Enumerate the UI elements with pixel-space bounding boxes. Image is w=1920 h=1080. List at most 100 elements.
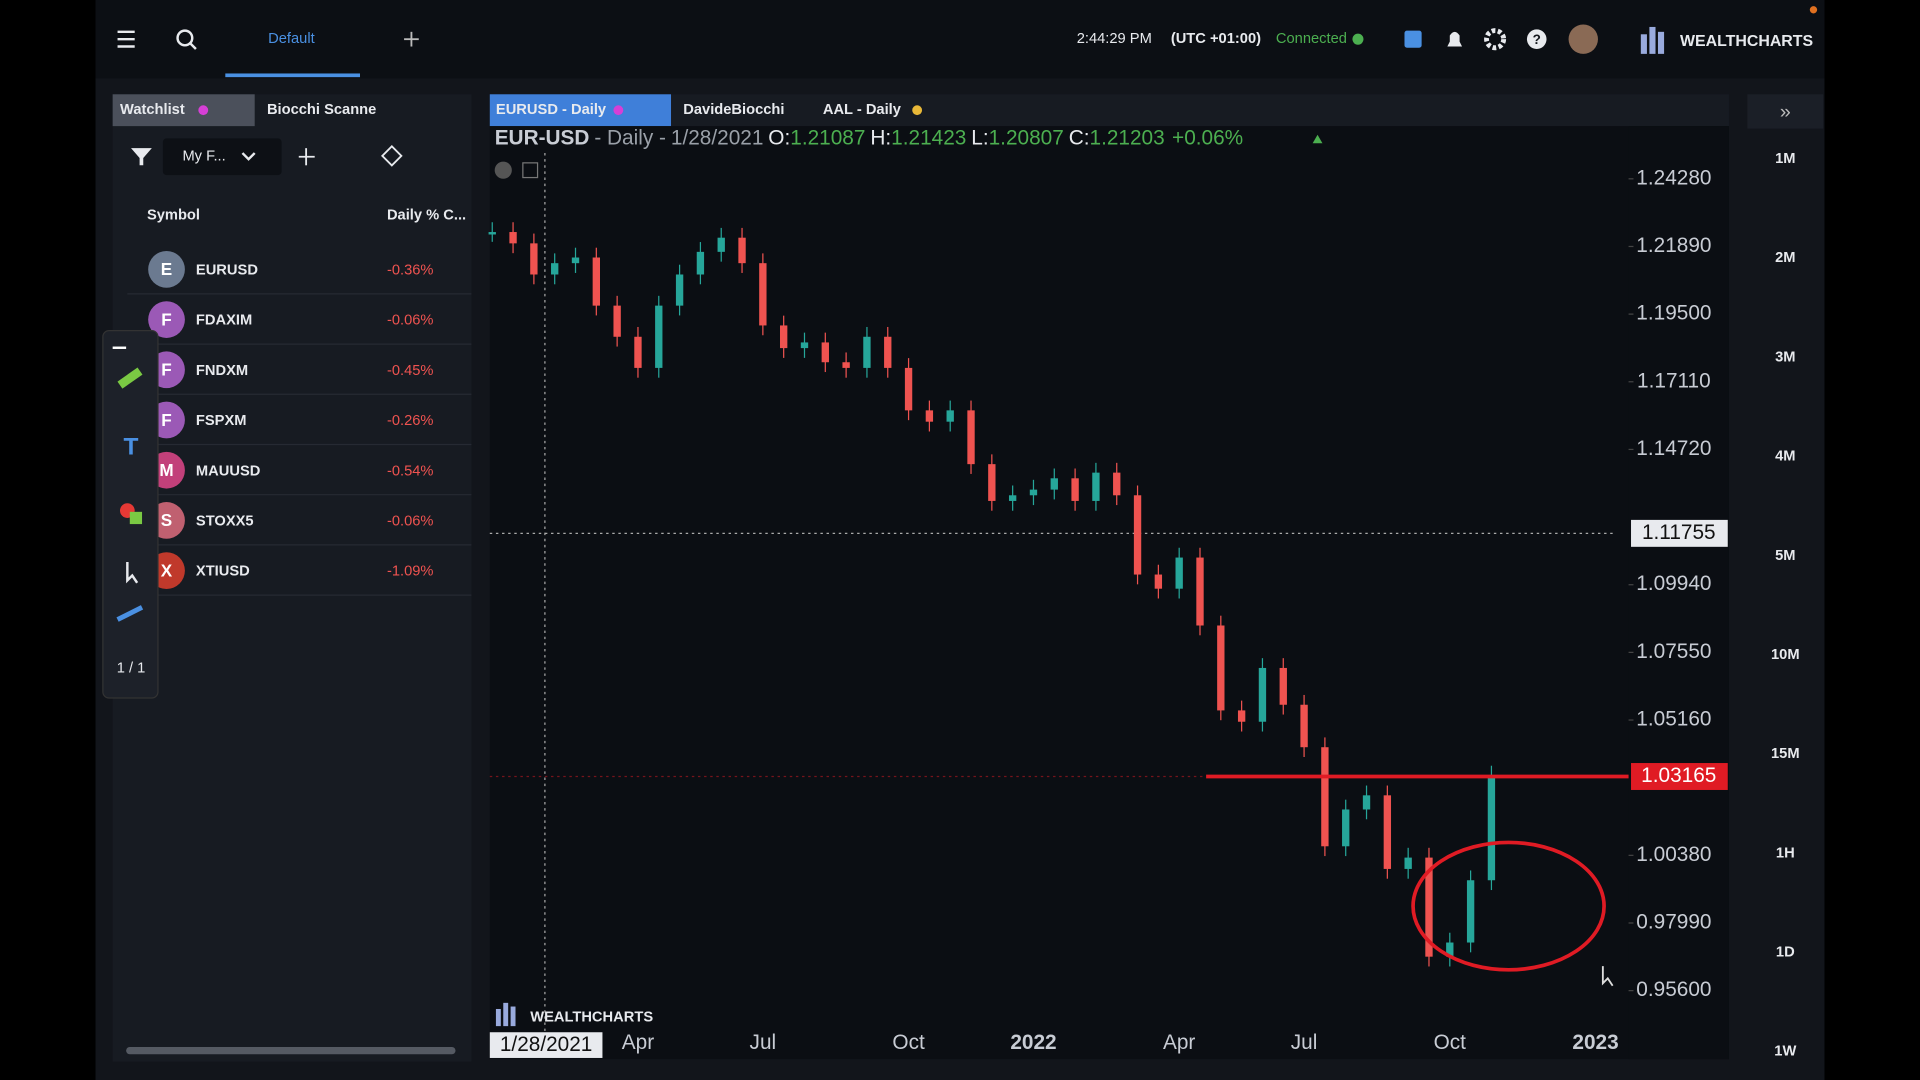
layout-tab[interactable]: Default [268, 31, 315, 47]
timeframe-button[interactable]: 15M [1771, 746, 1800, 762]
collapse-panel[interactable] [1747, 94, 1824, 129]
y-tick-label: 1.14720 [1636, 437, 1711, 460]
timeframe-button[interactable]: 4M [1775, 449, 1795, 465]
line-tool[interactable] [116, 605, 144, 622]
add-symbol[interactable] [298, 148, 315, 166]
crosshair-price-box [1631, 519, 1728, 547]
tab-dot [912, 105, 923, 116]
text-tool[interactable]: T [124, 434, 139, 461]
status-dot [1352, 33, 1364, 45]
watchlist-tab[interactable] [112, 94, 255, 127]
candle [1154, 574, 1163, 589]
candle [488, 232, 496, 235]
y-tick-label: 1.21890 [1636, 234, 1711, 257]
timeframe-button[interactable]: 2M [1775, 250, 1795, 266]
x-tick-label: Jul [1291, 1031, 1318, 1054]
candle [1258, 667, 1267, 722]
alerts-icon[interactable] [1447, 31, 1463, 47]
header-interval: - Daily - [594, 126, 666, 149]
candle [738, 237, 746, 264]
y-tick-label: 0.97990 [1636, 910, 1711, 933]
column-header: Symbol [147, 207, 200, 223]
level-price: 1.03165 [1641, 764, 1716, 787]
help-icon[interactable] [1526, 29, 1547, 49]
watermark-logo [495, 1002, 516, 1027]
ohlc-label: H: [870, 126, 891, 149]
timeframe-button[interactable]: 1W [1774, 1044, 1796, 1060]
chart-area [489, 126, 1729, 1060]
symbol-initial: F [161, 360, 171, 380]
timeframe-button[interactable]: 1H [1776, 845, 1795, 861]
menu-icon[interactable] [117, 30, 135, 48]
candle [696, 251, 705, 275]
candle [717, 237, 725, 252]
chart-tool[interactable] [522, 162, 539, 179]
daily-change: -0.36% [387, 262, 434, 278]
chart-tab-label[interactable]: EURUSD - Daily [496, 102, 607, 118]
candle [1113, 472, 1121, 496]
scrollbar [126, 1046, 456, 1055]
timeframe-button[interactable]: 5M [1775, 548, 1795, 564]
watchlist-tab-label[interactable]: Watchlist [120, 102, 185, 118]
filter-label[interactable]: My F... [182, 149, 225, 165]
scanner-tab-label[interactable]: Biocchi Scanne [267, 102, 376, 118]
candle [1279, 667, 1287, 705]
candle [759, 263, 767, 326]
candle [821, 342, 829, 363]
timeframe-button[interactable]: 1D [1776, 945, 1795, 961]
symbol[interactable]: MAUUSD [196, 463, 260, 479]
symbol[interactable]: FNDXM [196, 363, 248, 379]
filter-icon[interactable] [131, 148, 152, 166]
symbol-initial: F [161, 410, 171, 430]
candle [551, 263, 559, 275]
symbol[interactable]: EURUSD [196, 262, 258, 278]
settings-icon[interactable] [1484, 28, 1507, 51]
candle [1362, 795, 1371, 810]
candle [946, 410, 954, 422]
symbol-initial: X [161, 560, 173, 580]
symbol[interactable]: XTIUSD [196, 564, 250, 580]
x-tick-label: Apr [1163, 1031, 1195, 1054]
daily-change: -0.26% [387, 413, 434, 429]
price-axis [1628, 126, 1729, 1060]
crosshair-date-box [489, 1032, 603, 1058]
dropdown-caret [241, 152, 256, 161]
x-tick-label: Jul [750, 1031, 777, 1054]
active-chart-tab[interactable] [489, 94, 672, 127]
timeframe-button[interactable]: 3M [1775, 349, 1795, 365]
candle [863, 336, 871, 368]
daily-change: -0.54% [387, 463, 434, 479]
avatar[interactable] [1568, 24, 1598, 54]
cursor-tool[interactable] [126, 562, 139, 584]
symbol[interactable]: STOXX5 [196, 514, 254, 530]
symbol[interactable]: FDAXIM [196, 313, 252, 329]
chart-header: EUR-USD - Daily -1/28/2021 O:1.21087 H:1.21… [495, 126, 1243, 149]
candle [967, 410, 975, 465]
timeframe-button[interactable]: 10M [1771, 647, 1800, 663]
chart-tab-label[interactable]: AAL - Daily [823, 102, 902, 118]
candle [1321, 747, 1329, 847]
help-glyph: ? [1533, 32, 1541, 47]
candle [1050, 478, 1058, 490]
chart-tab-bar [489, 94, 1729, 127]
search-icon[interactable] [176, 29, 197, 50]
candle [1300, 704, 1308, 748]
chart-tab-label[interactable]: DavideBiocchi [683, 102, 784, 118]
eraser-icon[interactable] [381, 145, 403, 167]
pen-tool[interactable] [117, 367, 143, 389]
save-icon[interactable] [1404, 30, 1422, 48]
filter-select[interactable] [162, 138, 282, 176]
timeframe-button[interactable]: 1M [1775, 151, 1795, 167]
daily-change: -0.06% [387, 313, 434, 329]
add-tab[interactable] [404, 31, 419, 47]
candle [1446, 942, 1454, 957]
y-tick-label: 1.19500 [1636, 302, 1711, 325]
x-tick-label: 2023 [1572, 1031, 1618, 1054]
symbol[interactable]: FSPXM [196, 413, 247, 429]
daily-change: -0.06% [387, 514, 434, 530]
candle [1383, 795, 1392, 869]
candle [571, 257, 580, 264]
symbol-initial: M [159, 460, 173, 480]
chart-tool[interactable] [494, 161, 512, 179]
